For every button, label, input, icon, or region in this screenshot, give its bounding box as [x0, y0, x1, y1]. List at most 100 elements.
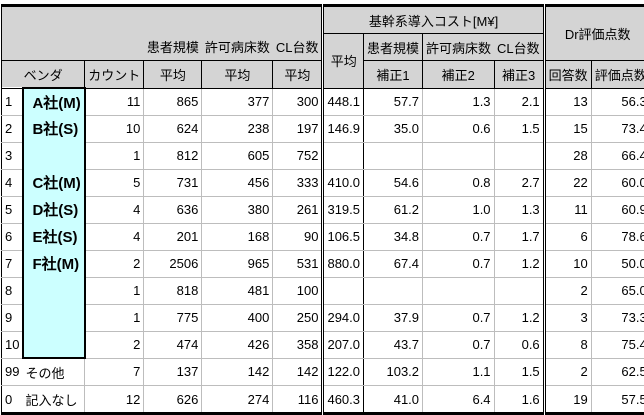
score-cell: 56.3 [590, 87, 644, 116]
cost-avg-cell: 319.5 [322, 195, 365, 224]
cl-count-header: CL台数 [272, 33, 325, 61]
beds-avg-cell: 168 [201, 222, 274, 251]
row-id-cell: 99 [1, 357, 24, 386]
row-id-cell: 5 [1, 195, 24, 224]
beds-avg-cell: 377 [201, 87, 274, 116]
patient-scale-header: 患者規模 [143, 33, 202, 61]
beds-avg-cell: 238 [201, 114, 274, 143]
answers-cell: 3 [543, 303, 592, 332]
corr3-cell: 2.1 [493, 87, 546, 116]
corr1-cell [363, 141, 424, 170]
count-cell: 1 [84, 276, 145, 305]
corr3-cell: 1.2 [493, 303, 546, 332]
answers-cell: 2 [543, 357, 592, 386]
cost-avg-cell: 460.3 [322, 385, 365, 415]
count-cell: 4 [84, 195, 145, 224]
answers-cell: 2 [543, 276, 592, 305]
corr1-cell [363, 276, 424, 305]
vendor-name-cell: C社(M) [22, 169, 86, 196]
corr1-cell: 54.6 [363, 168, 424, 197]
corr2-cell: 1.3 [422, 87, 495, 116]
count-header: カウント [84, 60, 145, 89]
patient-scale-avg-cell: 201 [143, 222, 203, 251]
count-cell: 11 [84, 87, 145, 116]
vendor-name-cell [22, 331, 86, 359]
corr2-cell: 0.6 [422, 114, 495, 143]
patient-scale-avg-cell: 474 [143, 330, 203, 359]
corr1-cell: 57.7 [363, 87, 424, 116]
answers-header: 回答数 [543, 60, 592, 89]
cost-avg-cell [322, 141, 365, 170]
cl-count-avg-cell: 90 [272, 222, 325, 251]
corr2-cell: 1.0 [422, 195, 495, 224]
cost-patient-scale-header: 患者規模 [363, 33, 424, 61]
dr-score-group-header: Dr評価点数 [543, 4, 644, 61]
vendor-name-cell: A社(M) [22, 87, 86, 115]
count-cell: 5 [84, 168, 145, 197]
vendor-name-cell: その他 [23, 357, 86, 386]
score-cell: 60.0 [590, 168, 644, 197]
score-cell: 66.4 [590, 141, 644, 170]
corr3-cell: 1.6 [493, 385, 546, 415]
corr2-cell: 0.8 [422, 168, 495, 197]
count-cell: 12 [84, 385, 145, 415]
cl-count-avg-cell: 333 [272, 168, 325, 197]
beds-avg-header: 平均 [201, 60, 274, 89]
beds-avg-cell: 142 [201, 357, 274, 386]
corr3-cell: 1.5 [493, 114, 546, 143]
cost-avg-cell: 106.5 [322, 222, 365, 251]
answers-cell: 13 [543, 87, 592, 116]
cost-cl-header: CL台数 [494, 33, 546, 61]
row-id-cell: 3 [1, 141, 24, 170]
vendor-name-cell: E社(S) [22, 223, 86, 250]
patient-scale-avg-cell: 775 [143, 303, 203, 332]
corr1-header: 補正1 [363, 60, 424, 89]
beds-avg-cell: 274 [201, 385, 274, 415]
corr2-cell: 0.7 [422, 303, 495, 332]
corr2-cell: 0.7 [422, 222, 495, 251]
count-cell: 1 [84, 141, 145, 170]
cl-count-avg-cell: 250 [272, 303, 325, 332]
patient-scale-avg-cell: 626 [143, 385, 203, 415]
score-cell: 60.9 [590, 195, 644, 224]
beds-avg-cell: 481 [201, 276, 274, 305]
cl-count-avg-cell: 116 [272, 385, 325, 415]
cost-avg-cell: 294.0 [322, 303, 365, 332]
beds-header: 許可病床数 [201, 33, 273, 61]
corr3-cell: 0.6 [493, 330, 546, 359]
cl-avg-header: 平均 [272, 60, 325, 89]
count-cell: 7 [84, 357, 145, 386]
vendor-header: ベンダ [0, 60, 86, 89]
vendor-name-cell: B社(S) [22, 115, 86, 142]
score-cell: 75.4 [590, 330, 644, 359]
corr2-cell [422, 276, 495, 305]
corr1-cell: 34.8 [363, 222, 424, 251]
cost-avg-cell: 207.0 [322, 330, 365, 359]
corr3-cell: 2.7 [493, 168, 546, 197]
count-cell: 10 [84, 114, 145, 143]
corr3-cell: 1.5 [493, 357, 546, 386]
beds-avg-cell: 965 [201, 249, 274, 278]
cl-count-avg-cell: 300 [272, 87, 325, 116]
row-id-cell: 2 [1, 114, 24, 143]
patient-scale-avg-cell: 624 [143, 114, 203, 143]
row-id-cell: 4 [1, 168, 24, 197]
corr1-cell: 35.0 [363, 114, 424, 143]
cl-count-avg-cell: 261 [272, 195, 325, 224]
count-cell: 4 [84, 222, 145, 251]
vendor-name-cell: F社(M) [22, 250, 86, 277]
answers-cell: 15 [543, 114, 592, 143]
count-cell: 2 [84, 249, 145, 278]
score-cell: 50.0 [590, 249, 644, 278]
row-id-cell: 6 [1, 222, 24, 251]
cost-group-header: 基幹系導入コスト[M¥] [322, 4, 546, 34]
answers-cell: 10 [543, 249, 592, 278]
patient-scale-avg-cell: 865 [143, 87, 203, 116]
vendor-name-cell: D社(S) [22, 196, 86, 223]
